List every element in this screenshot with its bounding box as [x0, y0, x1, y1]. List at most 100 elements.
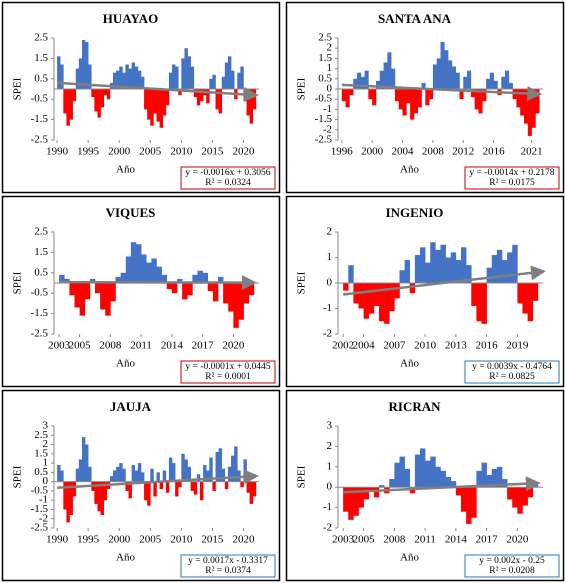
bar: [353, 78, 358, 89]
bar: [517, 487, 523, 514]
bar: [387, 52, 392, 89]
bar: [151, 258, 157, 283]
bar: [120, 272, 127, 283]
bar: [527, 487, 534, 498]
equation-box: [180, 166, 276, 190]
bar: [84, 283, 91, 300]
bar: [399, 456, 405, 488]
y-tick-label: -1.5: [31, 307, 49, 319]
bar: [348, 265, 354, 283]
x-tick-label: 2005: [69, 340, 92, 352]
bar: [512, 487, 518, 508]
bar: [78, 459, 83, 482]
bar: [209, 457, 213, 482]
trend-line: [57, 81, 259, 102]
bar: [130, 242, 137, 283]
bar: [72, 89, 77, 102]
bar: [168, 457, 173, 482]
bar: [218, 276, 224, 283]
bar: [165, 481, 170, 493]
bar: [94, 481, 98, 504]
bar: [227, 56, 232, 89]
y-tick-label: -2.5: [31, 522, 49, 534]
bar: [535, 89, 540, 114]
bar: [238, 283, 244, 320]
x-tick-label: 1990: [46, 534, 69, 546]
bar: [103, 89, 108, 96]
bar: [496, 249, 503, 283]
y-tick-label: 1: [327, 460, 333, 472]
bar: [140, 472, 145, 482]
bar: [505, 70, 510, 89]
bar: [440, 42, 445, 89]
bar: [455, 72, 460, 89]
bar: [444, 50, 449, 89]
y-tick-label: 2.5: [318, 32, 332, 44]
bar: [425, 460, 431, 488]
y-tick-label: 1.5: [318, 52, 332, 64]
bar: [215, 89, 219, 110]
trend-equation: y = 0.0017x - 0.3317: [188, 556, 268, 566]
bar: [85, 42, 89, 89]
bar: [79, 283, 86, 316]
panel-border: [1, 1, 281, 194]
bar: [196, 474, 201, 482]
y-tick-label: 2.5: [34, 429, 48, 441]
bar: [196, 89, 201, 106]
y-tick-label: -1: [323, 501, 332, 513]
bar: [69, 283, 75, 296]
bar: [105, 283, 111, 316]
y-tick-label: 0: [327, 83, 333, 95]
x-tick-label: 2013: [445, 340, 468, 352]
chart-title: RICRAN: [389, 399, 442, 414]
bar: [81, 40, 86, 89]
bar: [451, 66, 456, 89]
y-tick-label: 2: [327, 42, 333, 54]
bar: [63, 89, 67, 114]
bar: [60, 64, 64, 89]
bar: [463, 76, 468, 89]
y-tick-label: -1.5: [315, 113, 333, 125]
bar: [75, 468, 80, 482]
bar: [147, 89, 151, 120]
bar: [476, 470, 482, 488]
bar: [481, 283, 487, 324]
bar: [224, 481, 229, 490]
bar: [486, 267, 493, 283]
bar: [450, 252, 457, 283]
x-tick-label: 2005: [353, 534, 376, 546]
bar: [136, 244, 142, 283]
bar: [425, 262, 431, 283]
equation-box: [464, 554, 560, 578]
bar: [471, 283, 477, 306]
bar: [190, 66, 195, 89]
bar: [383, 62, 388, 89]
bar: [252, 89, 257, 110]
y-tick-label: -0.5: [31, 93, 49, 105]
bar: [190, 481, 195, 491]
chart-title: SANTA ANA: [378, 11, 452, 26]
x-axis-label: Año: [116, 164, 135, 176]
y-tick-label: 1: [327, 62, 333, 74]
bar: [527, 89, 532, 136]
y-tick-label: -2.5: [315, 134, 333, 146]
y-tick-label: -1.5: [31, 503, 49, 515]
y-tick-label: 0: [43, 475, 49, 487]
bar: [491, 254, 498, 283]
bar: [212, 481, 216, 491]
x-tick-label: 2003: [332, 534, 355, 546]
y-axis-label: SPEI: [296, 271, 308, 294]
x-axis-label: Año: [116, 358, 135, 370]
bar: [435, 249, 441, 283]
bar: [57, 56, 61, 89]
bar: [493, 80, 498, 89]
bar: [100, 283, 106, 310]
bar: [177, 278, 183, 283]
bar: [60, 470, 64, 482]
y-tick-label: 2: [43, 438, 49, 450]
bar: [172, 463, 176, 482]
bar: [144, 89, 148, 110]
bar: [181, 453, 185, 482]
